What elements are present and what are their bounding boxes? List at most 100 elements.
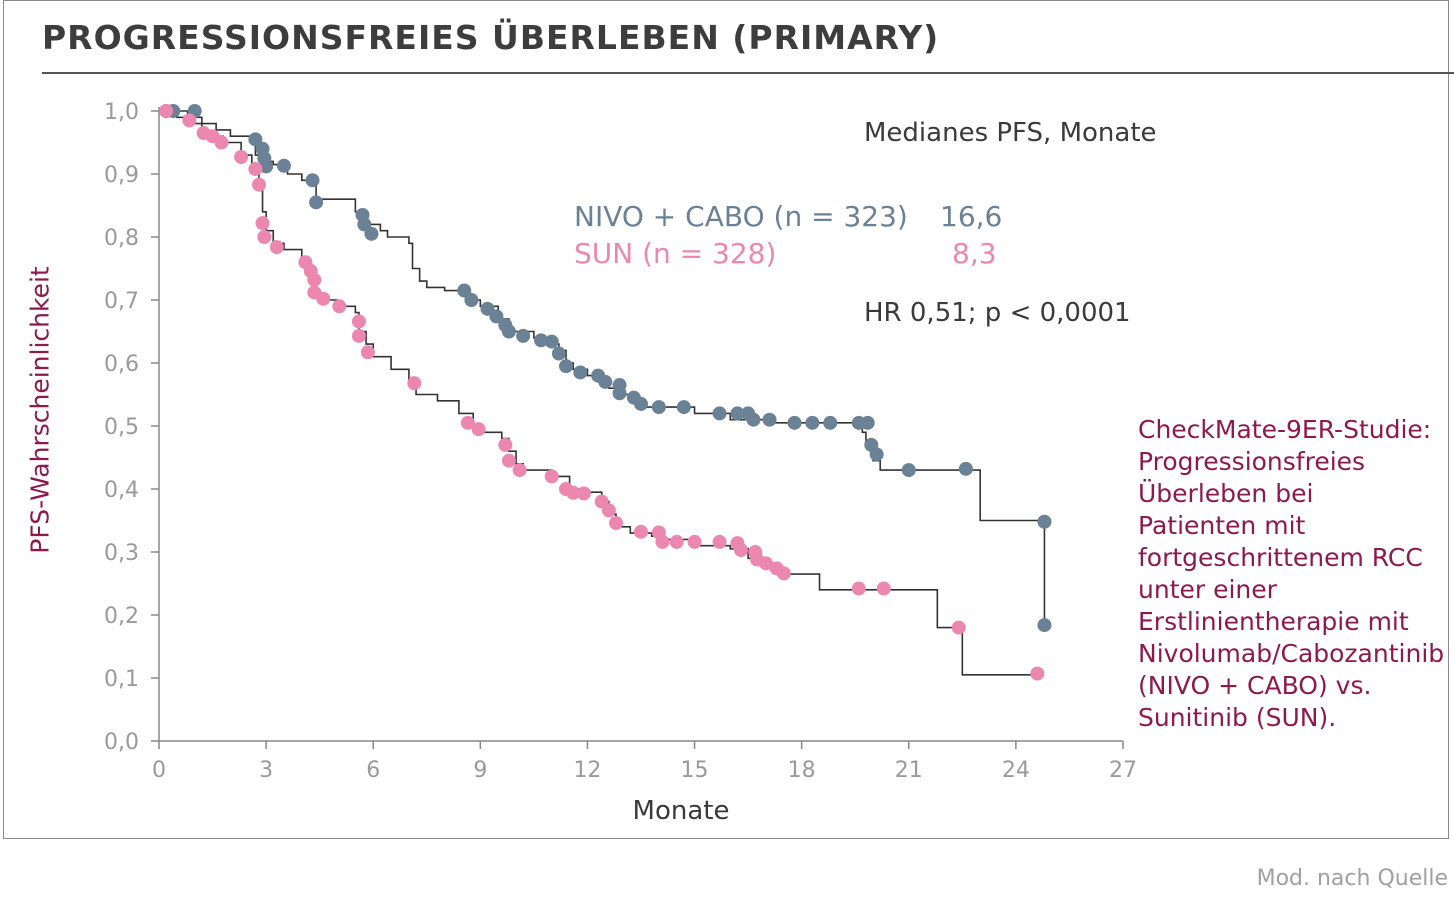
sun-censor-point: [851, 581, 866, 596]
hazard-ratio: HR 0,51; p < 0,0001: [864, 298, 1131, 328]
legend-sun-median: 8,3: [952, 237, 997, 270]
nivo-censor-point: [364, 226, 379, 241]
y-axis-label: PFS-Wahrscheinlichkeit: [25, 266, 55, 554]
sun-censor-point: [655, 534, 670, 549]
sun-censor-point: [601, 503, 616, 518]
sun-km-curve: [159, 110, 1038, 676]
sun-censor-point: [255, 216, 270, 231]
nivo-censor-point: [489, 309, 504, 324]
y-tick-label: 0,7: [104, 289, 139, 314]
sun-censor-point: [634, 524, 648, 539]
sun-censor-point: [248, 161, 263, 176]
legend-sun-label: SUN (n = 328): [574, 237, 777, 270]
sun-censor-point: [776, 566, 791, 581]
nivo-censor-point: [276, 158, 291, 173]
x-tick-label: 12: [573, 758, 601, 783]
nivo-censor-point: [901, 463, 916, 478]
nivo-censor-point: [305, 173, 320, 188]
nivo-censor-point: [573, 365, 588, 380]
nivo-censor-point: [612, 386, 627, 401]
x-axis-label: Monate: [632, 796, 730, 826]
x-tick-label: 24: [1002, 758, 1030, 783]
sun-censor-point: [316, 291, 331, 306]
sun-censor-point: [182, 113, 197, 128]
nivo-censor-point: [869, 447, 884, 462]
y-tick-label: 0,5: [104, 415, 139, 440]
y-tick-label: 0,0: [104, 730, 139, 755]
y-tick-label: 0,1: [104, 667, 139, 692]
sun-censor-point: [501, 453, 516, 468]
chart-title: PROGRESSIONSFREIES ÜBERLEBEN (PRIMARY): [42, 18, 940, 57]
sun-censor-point: [351, 314, 366, 329]
nivo-km-curve: [159, 110, 1046, 628]
nivo-censor-point: [309, 195, 324, 210]
nivo-censor-point: [516, 328, 531, 343]
x-tick-label: 3: [259, 758, 273, 783]
nivo-censor-point: [712, 406, 727, 421]
sun-censor-point: [159, 104, 174, 118]
nivo-censor-point: [634, 396, 648, 411]
nivo-censor-point: [787, 415, 802, 430]
y-tick-label: 1,0: [104, 100, 139, 125]
y-tick-label: 0,8: [104, 226, 139, 251]
title-rule: [42, 72, 1454, 74]
sun-censor-point: [576, 486, 591, 501]
x-tick-label: 0: [152, 758, 166, 783]
x-tick-label: 15: [681, 758, 709, 783]
sun-censor-point: [733, 543, 748, 558]
y-tick-label: 0,2: [104, 604, 139, 629]
nivo-censor-point: [559, 359, 574, 374]
nivo-censor-point: [860, 415, 875, 430]
sun-censor-point: [214, 135, 229, 150]
nivo-censor-point: [823, 415, 838, 430]
sun-censor-point: [758, 556, 773, 571]
x-tick-label: 6: [366, 758, 380, 783]
sun-censor-point: [609, 516, 624, 531]
nivo-censor-point: [544, 334, 559, 349]
y-tick-label: 0,3: [104, 541, 139, 566]
sun-censor-point: [307, 272, 322, 287]
legend-header: Medianes PFS, Monate: [864, 118, 1157, 148]
nivo-censor-point: [534, 333, 549, 348]
sun-censor-point: [407, 376, 422, 391]
sun-censor-point: [257, 230, 272, 244]
nivo-censor-point: [805, 415, 820, 430]
sun-censor-point: [498, 437, 513, 452]
sun-censor-point: [687, 534, 702, 549]
sun-censor-point: [951, 620, 966, 635]
nivo-censor-point: [746, 412, 761, 427]
nivo-censor-point: [1037, 618, 1052, 633]
sun-censor-point: [471, 422, 486, 437]
sun-censor-point: [460, 415, 475, 430]
nivo-censor-point: [1037, 514, 1052, 529]
y-tick-label: 0,6: [104, 352, 139, 377]
x-tick-label: 21: [895, 758, 923, 783]
sun-censor-point: [234, 149, 249, 164]
y-tick-label: 0,9: [104, 163, 139, 188]
y-tick-label: 0,4: [104, 478, 139, 503]
source-note: Mod. nach Quelle: [1256, 866, 1448, 891]
nivo-censor-point: [730, 406, 745, 421]
study-caption: CheckMate-9ER-Studie: Progressionsfreies…: [1138, 415, 1445, 732]
sun-censor-point: [566, 485, 581, 500]
nivo-censor-point: [501, 324, 516, 339]
x-tick-label: 27: [1109, 758, 1137, 783]
nivo-censor-point: [651, 400, 666, 415]
figure-frame: [3, 0, 1449, 839]
sun-censor-point: [712, 534, 727, 549]
sun-censor-point: [1030, 666, 1045, 681]
nivo-censor-point: [598, 374, 613, 389]
sun-censor-point: [360, 345, 375, 360]
legend-nivo-median: 16,6: [940, 200, 1003, 233]
sun-censor-point: [512, 463, 527, 478]
sun-censor-point: [876, 581, 891, 596]
sun-censor-point: [332, 299, 347, 314]
x-tick-label: 18: [788, 758, 816, 783]
sun-censor-point: [351, 328, 366, 343]
x-tick-label: 9: [473, 758, 487, 783]
nivo-censor-point: [958, 461, 973, 476]
nivo-censor-point: [259, 159, 274, 174]
legend-nivo-label: NIVO + CABO (n = 323): [574, 200, 908, 233]
nivo-censor-point: [676, 400, 691, 415]
